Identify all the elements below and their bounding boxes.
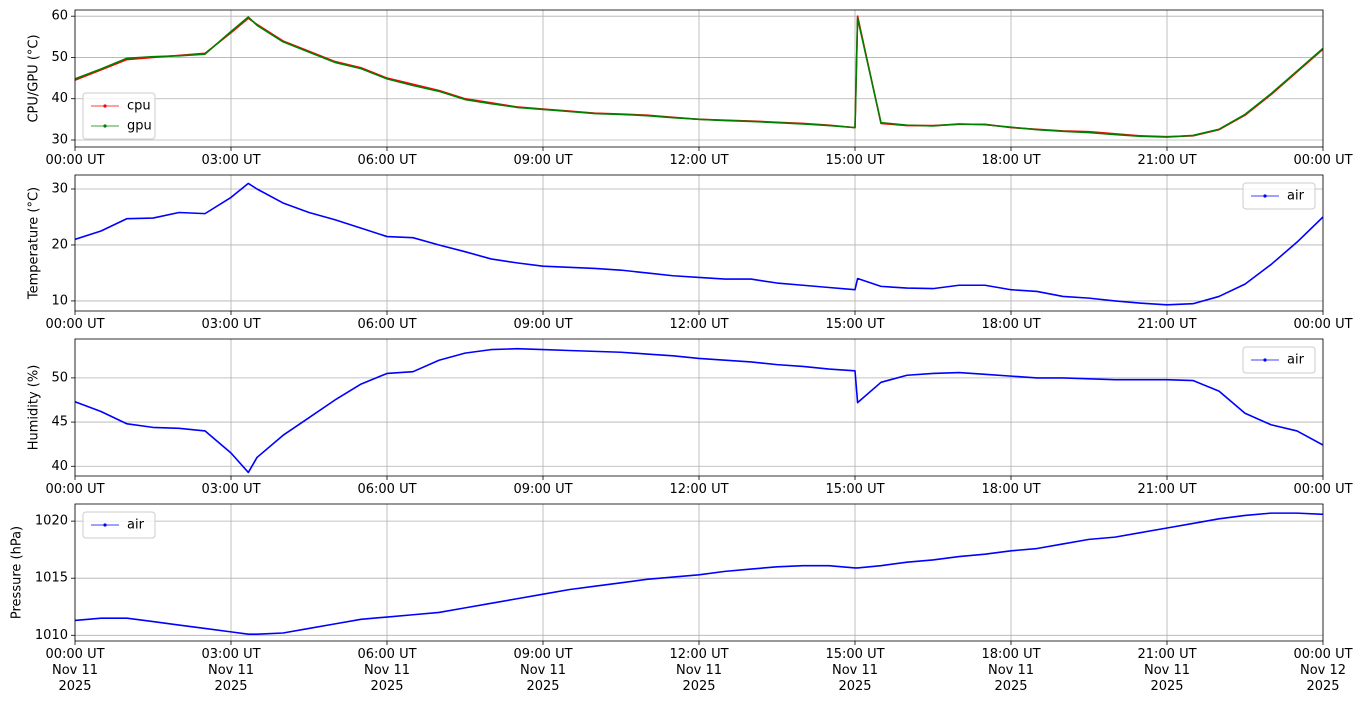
x-tick-label: 06:00 UT	[357, 153, 417, 168]
x-tick-label: 00:00 UT	[1293, 317, 1353, 332]
plot-frame	[74, 9, 1324, 148]
legend-label: gpu	[127, 119, 152, 134]
x-tick-label: 06:00 UT	[357, 482, 417, 497]
x-tick-label: 15:00 UT Nov 11 2025	[825, 647, 885, 694]
legend-box	[82, 92, 156, 140]
y-tick-label: 40	[51, 459, 68, 474]
y-tick-label: 60	[51, 9, 68, 24]
y-tick-label: 45	[51, 415, 68, 430]
x-tick-label: 00:00 UT Nov 11 2025	[45, 647, 105, 694]
y-tick-label: 1020	[35, 514, 68, 529]
x-tick-label: 12:00 UT	[669, 482, 729, 497]
series-line	[75, 347, 1323, 474]
y-tick-label: 50	[51, 370, 68, 385]
x-tick-label: 09:00 UT Nov 11 2025	[513, 647, 573, 694]
legend-marker	[103, 124, 107, 128]
x-tick-label: 12:00 UT	[669, 317, 729, 332]
plot-frame	[74, 503, 1324, 642]
x-tick-label: 12:00 UT	[669, 153, 729, 168]
x-tick-label: 09:00 UT	[513, 153, 573, 168]
x-tick-label: 03:00 UT	[201, 317, 261, 332]
legend-marker	[1263, 194, 1267, 198]
series-line	[75, 512, 1323, 635]
legend-marker	[1263, 358, 1267, 362]
plot-frame	[74, 338, 1324, 477]
x-tick-label: 21:00 UT	[1137, 317, 1197, 332]
x-tick-label: 00:00 UT	[1293, 153, 1353, 168]
x-tick-label: 15:00 UT	[825, 153, 885, 168]
legend-label: air	[1287, 353, 1305, 368]
x-tick-label: 00:00 UT	[1293, 482, 1353, 497]
x-tick-label: 18:00 UT	[981, 482, 1041, 497]
y-tick-label: 1010	[35, 628, 68, 643]
x-tick-label: 21:00 UT Nov 11 2025	[1137, 647, 1197, 694]
x-tick-label: 21:00 UT	[1137, 482, 1197, 497]
series-line	[75, 182, 1323, 306]
y-tick-label: 40	[51, 91, 68, 106]
y-axis-label: Pressure (hPa)	[10, 526, 25, 619]
x-tick-label: 00:00 UT	[45, 317, 105, 332]
x-tick-label: 09:00 UT	[513, 482, 573, 497]
y-axis-label: CPU/GPU (°C)	[27, 34, 42, 122]
x-tick-label: 15:00 UT	[825, 482, 885, 497]
legend-marker	[103, 523, 107, 527]
x-tick-label: 18:00 UT	[981, 153, 1041, 168]
y-axis-label: Temperature (°C)	[27, 187, 42, 300]
x-tick-label: 15:00 UT	[825, 317, 885, 332]
x-tick-label: 18:00 UT	[981, 317, 1041, 332]
legend-label: air	[127, 518, 145, 533]
y-tick-label: 30	[51, 132, 68, 147]
x-tick-label: 00:00 UT	[45, 482, 105, 497]
legend-label: air	[1287, 189, 1305, 204]
legend-label: cpu	[127, 99, 151, 114]
series-line	[75, 16, 1323, 138]
y-tick-label: 30	[51, 181, 68, 196]
x-tick-label: 00:00 UT	[45, 153, 105, 168]
plot-frame	[74, 174, 1324, 312]
legend-marker	[103, 104, 107, 108]
x-tick-label: 00:00 UT Nov 12 2025	[1293, 647, 1353, 694]
x-tick-label: 06:00 UT	[357, 317, 417, 332]
y-tick-label: 50	[51, 50, 68, 65]
x-tick-label: 18:00 UT Nov 11 2025	[981, 647, 1041, 694]
x-tick-label: 03:00 UT	[201, 153, 261, 168]
x-tick-label: 03:00 UT	[201, 482, 261, 497]
y-tick-label: 10	[51, 293, 68, 308]
y-tick-label: 20	[51, 237, 68, 252]
x-tick-label: 03:00 UT Nov 11 2025	[201, 647, 261, 694]
x-tick-label: 06:00 UT Nov 11 2025	[357, 647, 417, 694]
y-axis-label: Humidity (%)	[27, 365, 42, 451]
x-tick-label: 09:00 UT	[513, 317, 573, 332]
x-tick-label: 21:00 UT	[1137, 153, 1197, 168]
y-tick-label: 1015	[35, 571, 68, 586]
x-tick-label: 12:00 UT Nov 11 2025	[669, 647, 729, 694]
